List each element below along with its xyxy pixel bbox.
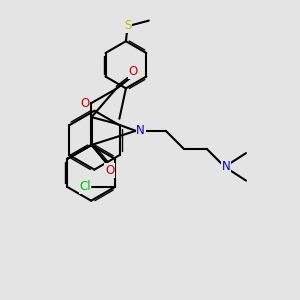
- Text: O: O: [105, 164, 114, 177]
- Text: O: O: [81, 97, 90, 110]
- Text: O: O: [128, 65, 138, 78]
- Text: N: N: [136, 124, 145, 137]
- Text: N: N: [222, 160, 231, 173]
- Text: S: S: [124, 19, 131, 32]
- Text: Cl: Cl: [79, 180, 91, 193]
